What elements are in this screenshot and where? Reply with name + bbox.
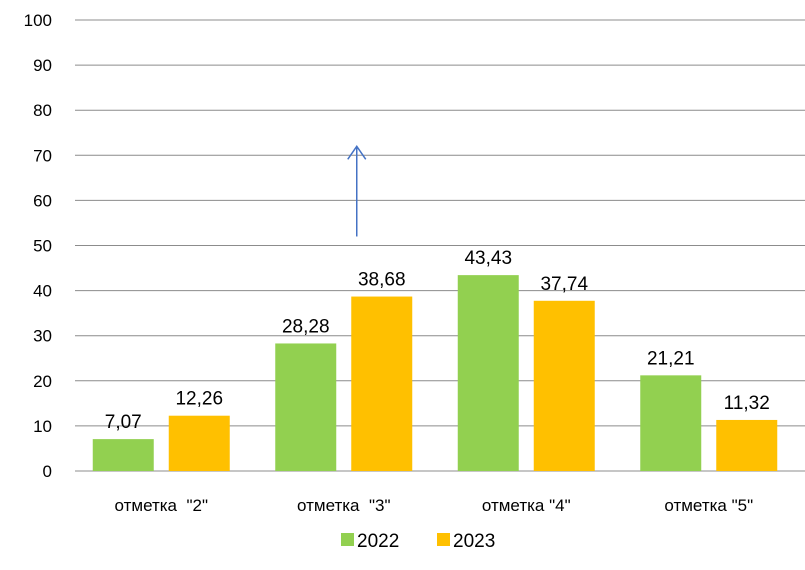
y-tick-label: 80: [33, 101, 52, 120]
category-label: отметка "4": [482, 496, 571, 515]
y-tick-label: 10: [33, 417, 52, 436]
bar-2023: [351, 296, 413, 471]
bar-2022: [275, 343, 337, 471]
data-label: 12,26: [175, 389, 223, 410]
y-tick-label: 100: [24, 11, 52, 30]
annotation-arrow: [347, 144, 367, 237]
data-label: 37,74: [540, 274, 588, 295]
data-label: 43,43: [464, 248, 512, 269]
category-label: отметка "3": [297, 496, 390, 515]
bar-2023: [716, 419, 778, 471]
category-label: отметка "2": [115, 496, 208, 515]
data-label: 11,32: [724, 393, 770, 414]
x-axis-category-labels: отметка "2" отметка "3" отметка "4" отметка…: [115, 496, 754, 515]
y-tick-label: 50: [33, 237, 52, 256]
data-label: 21,21: [647, 348, 695, 369]
y-axis-tick-labels: 0 10 20 30 40 50 60 70 80 90 100: [24, 11, 52, 481]
bar-2023: [533, 300, 595, 471]
data-label: 38,68: [358, 270, 406, 291]
bar-2022: [92, 439, 154, 471]
data-label: 28,28: [282, 316, 330, 337]
bar-2022: [640, 375, 702, 471]
y-tick-label: 0: [43, 462, 52, 481]
category-label: отметка "5": [664, 496, 753, 515]
y-tick-label: 90: [33, 56, 52, 75]
data-label: 7,07: [105, 412, 142, 433]
legend: 2022 2023: [341, 531, 495, 552]
bars: [92, 275, 778, 471]
y-tick-label: 20: [33, 372, 52, 391]
y-tick-label: 30: [33, 327, 52, 346]
data-labels: 7,07 12,26 28,28 38,68 43,43 37,74 21,21 11,32: [105, 248, 770, 433]
bar-2022: [457, 275, 519, 471]
y-tick-label: 60: [33, 191, 52, 210]
bar-2023: [168, 415, 230, 471]
legend-swatch-2023: [437, 533, 450, 546]
y-tick-label: 70: [33, 146, 52, 165]
arrow-head: [347, 144, 367, 160]
legend-label: 2023: [453, 531, 495, 552]
y-tick-label: 40: [33, 282, 52, 301]
legend-swatch-2022: [341, 533, 354, 546]
legend-label: 2022: [357, 531, 399, 552]
